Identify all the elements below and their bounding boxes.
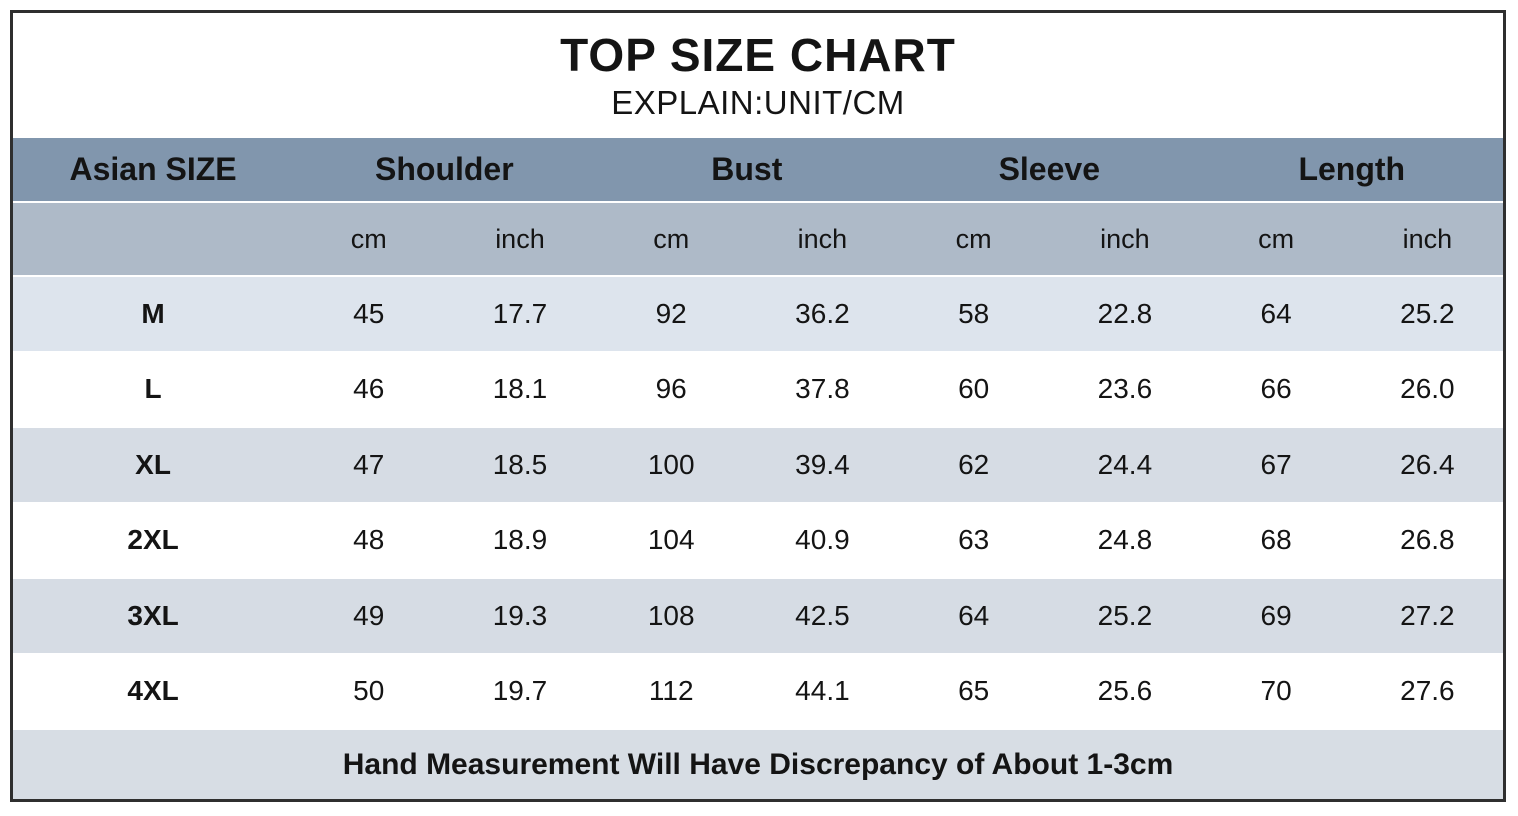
value-cell: 40.9 bbox=[795, 524, 850, 556]
value-cell: 64 bbox=[958, 599, 990, 631]
value-cell: 24.4 bbox=[1097, 448, 1153, 480]
value-cell: 39.4 bbox=[795, 448, 850, 480]
header-length: Length bbox=[1298, 151, 1406, 187]
value-cell: 37.8 bbox=[795, 373, 850, 405]
value-cell: 18.5 bbox=[492, 448, 548, 480]
page-title: TOP SIZE CHART bbox=[560, 29, 956, 81]
value-cell: 17.7 bbox=[492, 297, 548, 329]
size-cell: 2XL bbox=[127, 524, 179, 556]
value-cell: 64 bbox=[1260, 297, 1292, 329]
value-cell: 67 bbox=[1260, 448, 1292, 480]
table-row: 4XL 50 19.7 112 44.1 65 25.6 70 27.6 bbox=[13, 653, 1503, 729]
value-cell: 65 bbox=[958, 675, 990, 707]
header-bust: Bust bbox=[711, 151, 783, 187]
size-chart-frame: TOP SIZE CHART EXPLAIN:UNIT/CM Asian SIZ… bbox=[10, 10, 1506, 802]
page-subtitle: EXPLAIN:UNIT/CM bbox=[611, 84, 905, 121]
value-cell: 104 bbox=[647, 524, 695, 556]
unit-header: cm bbox=[1258, 223, 1295, 254]
footer-note: Hand Measurement Will Have Discrepancy o… bbox=[342, 747, 1174, 781]
footer-row: Hand Measurement Will Have Discrepancy o… bbox=[13, 729, 1503, 799]
unit-header-row: cm inch cm inch cm inch cm inch bbox=[13, 202, 1503, 276]
table-row: XL 47 18.5 100 39.4 62 24.4 67 26.4 bbox=[13, 427, 1503, 503]
value-cell: 27.6 bbox=[1400, 675, 1455, 707]
title-block: TOP SIZE CHART EXPLAIN:UNIT/CM bbox=[13, 13, 1503, 138]
value-cell: 26.0 bbox=[1400, 373, 1455, 405]
value-cell: 50 bbox=[353, 675, 385, 707]
unit-header: cm bbox=[653, 223, 690, 254]
group-header-row: Asian SIZE Shoulder Bust Sleeve Length bbox=[13, 138, 1503, 202]
size-chart-body: M 45 17.7 92 36.2 58 22.8 64 25.2 L 46 18.1 96 37.8 60… bbox=[13, 276, 1503, 729]
value-cell: 44.1 bbox=[795, 675, 850, 707]
unit-header-empty bbox=[13, 202, 293, 276]
size-cell: M bbox=[141, 297, 165, 329]
table-row: M 45 17.7 92 36.2 58 22.8 64 25.2 bbox=[13, 276, 1503, 352]
value-cell: 19.7 bbox=[492, 675, 548, 707]
value-cell: 68 bbox=[1260, 524, 1292, 556]
value-cell: 18.1 bbox=[492, 373, 548, 405]
value-cell: 70 bbox=[1260, 675, 1292, 707]
header-asian-size: Asian SIZE bbox=[69, 151, 237, 187]
value-cell: 24.8 bbox=[1097, 524, 1153, 556]
table-row: L 46 18.1 96 37.8 60 23.6 66 26.0 bbox=[13, 351, 1503, 427]
value-cell: 25.6 bbox=[1097, 675, 1153, 707]
table-row: 3XL 49 19.3 108 42.5 64 25.2 69 27.2 bbox=[13, 578, 1503, 654]
size-cell: 4XL bbox=[127, 675, 179, 707]
value-cell: 62 bbox=[958, 448, 990, 480]
value-cell: 45 bbox=[353, 297, 385, 329]
value-cell: 60 bbox=[958, 373, 990, 405]
unit-header: cm bbox=[955, 223, 992, 254]
size-chart-table: Asian SIZE Shoulder Bust Sleeve Length c… bbox=[13, 138, 1503, 799]
size-cell: 3XL bbox=[127, 599, 179, 631]
unit-header: inch bbox=[797, 223, 848, 254]
value-cell: 100 bbox=[647, 448, 695, 480]
value-cell: 25.2 bbox=[1400, 297, 1455, 329]
value-cell: 36.2 bbox=[795, 297, 850, 329]
value-cell: 42.5 bbox=[795, 599, 850, 631]
header-shoulder: Shoulder bbox=[375, 151, 514, 187]
value-cell: 46 bbox=[353, 373, 385, 405]
table-row: 2XL 48 18.9 104 40.9 63 24.8 68 26.8 bbox=[13, 502, 1503, 578]
value-cell: 69 bbox=[1260, 599, 1292, 631]
size-cell: L bbox=[144, 373, 162, 405]
value-cell: 96 bbox=[655, 373, 687, 405]
value-cell: 19.3 bbox=[492, 599, 548, 631]
value-cell: 108 bbox=[647, 599, 695, 631]
value-cell: 58 bbox=[958, 297, 990, 329]
unit-header: inch bbox=[495, 223, 545, 254]
value-cell: 66 bbox=[1260, 373, 1292, 405]
header-sleeve: Sleeve bbox=[998, 151, 1100, 187]
value-cell: 92 bbox=[655, 297, 687, 329]
value-cell: 112 bbox=[648, 675, 694, 707]
unit-header: inch bbox=[1402, 223, 1453, 254]
value-cell: 26.4 bbox=[1400, 448, 1455, 480]
size-cell: XL bbox=[135, 448, 171, 480]
unit-header: inch bbox=[1100, 223, 1150, 254]
value-cell: 47 bbox=[353, 448, 385, 480]
value-cell: 26.8 bbox=[1400, 524, 1455, 556]
value-cell: 23.6 bbox=[1097, 373, 1153, 405]
value-cell: 25.2 bbox=[1097, 599, 1153, 631]
value-cell: 49 bbox=[353, 599, 385, 631]
value-cell: 27.2 bbox=[1400, 599, 1455, 631]
unit-header: cm bbox=[350, 223, 387, 254]
value-cell: 22.8 bbox=[1097, 297, 1153, 329]
value-cell: 63 bbox=[958, 524, 990, 556]
value-cell: 48 bbox=[353, 524, 385, 556]
value-cell: 18.9 bbox=[492, 524, 548, 556]
